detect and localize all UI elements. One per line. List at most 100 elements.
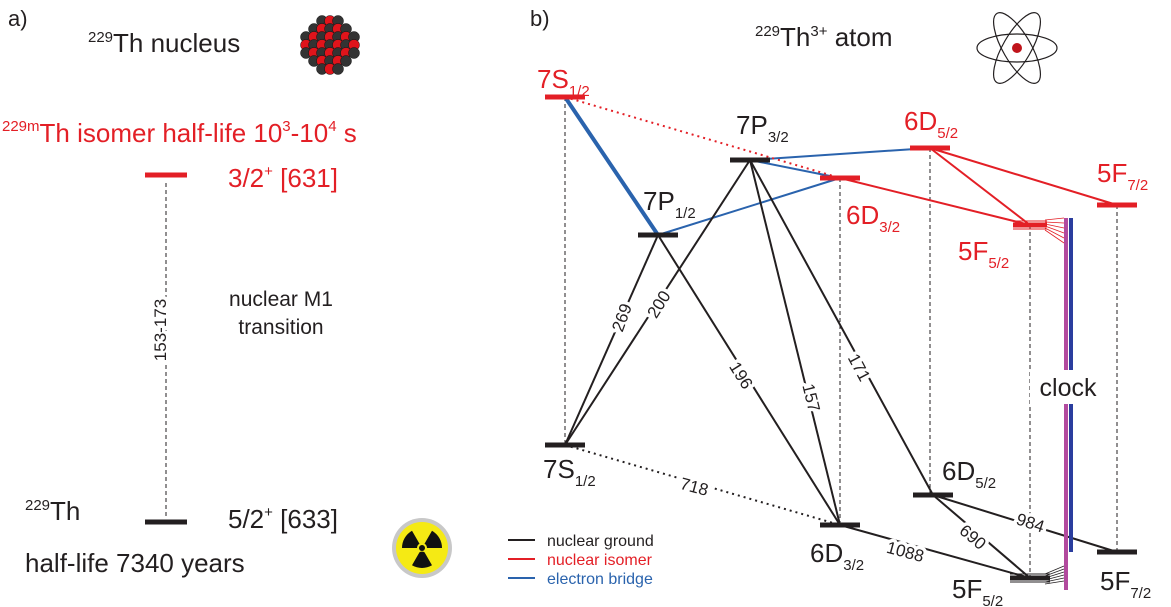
fan-line <box>1045 218 1064 220</box>
transition-line <box>750 160 840 178</box>
level-sub: 3/2 <box>843 557 864 574</box>
nucleus-title: 229Th nucleus <box>88 28 240 58</box>
transition-text: transition <box>238 316 323 339</box>
clock-label: clock <box>1040 374 1097 402</box>
text: 3/2 <box>228 163 264 193</box>
text: Th <box>780 22 810 52</box>
text: s <box>337 118 357 148</box>
levels: 7S1/27P1/27P3/26D3/26D5/25F5/25F7/27S1/2… <box>537 64 1151 607</box>
sup: 229m <box>2 118 40 135</box>
sup: 4 <box>328 118 336 135</box>
level-name: 5F <box>1100 566 1130 596</box>
level-label: 6D5/2 <box>942 456 996 492</box>
transition-line <box>750 148 930 160</box>
level-label: 7P3/2 <box>736 110 789 146</box>
wavelength-label: 984 <box>1014 510 1047 537</box>
sup: + <box>264 504 273 521</box>
transition-line <box>840 525 1030 578</box>
nucleon <box>333 64 344 75</box>
wavelength-label: 690 <box>956 521 990 554</box>
level-name: 7P <box>736 110 768 140</box>
level-name: 7S <box>537 64 569 94</box>
isomer-title: 229mTh isomer half-life 103-104 s <box>2 118 357 148</box>
level-name: 6D <box>846 200 879 230</box>
sup: 3+ <box>810 23 827 40</box>
panel-label: b) <box>530 6 550 31</box>
half-life: half-life 7340 years <box>25 548 245 578</box>
energy-label: 153-173 <box>151 299 170 361</box>
wavelength-label: 269 <box>608 301 636 334</box>
level-label: 6D5/2 <box>904 106 958 142</box>
sup: 3 <box>282 118 290 135</box>
transition-text: nuclear M1 <box>229 288 333 311</box>
transition-line <box>750 160 933 495</box>
nucleon <box>341 56 352 67</box>
transition-line <box>930 148 1117 205</box>
text: Th <box>50 496 80 526</box>
level-sub: 5/2 <box>937 125 958 142</box>
level-sub: 7/2 <box>1127 177 1148 194</box>
level-name: 5F <box>952 574 982 604</box>
legend-text: nuclear ground <box>547 533 654 550</box>
core <box>1012 43 1022 53</box>
wavelength-label: 1088 <box>885 538 926 566</box>
level-label: 6D3/2 <box>810 538 864 574</box>
level-sub: 3/2 <box>879 219 900 236</box>
level-name: 6D <box>810 538 843 568</box>
level-name: 5F <box>958 236 988 266</box>
sup: + <box>264 163 273 180</box>
level-label: 6D3/2 <box>846 200 900 236</box>
level-name: 6D <box>942 456 975 486</box>
atom-icon <box>977 6 1057 89</box>
level-label: 7S1/2 <box>543 454 596 490</box>
panel-label: a) <box>8 6 28 31</box>
wavelength-label: 718 <box>678 474 710 500</box>
level-label: 5F5/2 <box>952 574 1003 607</box>
blade-center <box>419 545 425 551</box>
level-sub: 1/2 <box>675 205 696 222</box>
level-sub: 5/2 <box>975 475 996 492</box>
text: Th isomer half-life 10 <box>40 118 283 148</box>
nucleon <box>349 48 360 59</box>
level-sub: 1/2 <box>569 83 590 100</box>
sup: 229 <box>88 29 113 46</box>
atom-title: 229Th3+ atom <box>755 22 893 52</box>
wavelength-label: 196 <box>725 358 756 392</box>
level-sub: 7/2 <box>1130 585 1151 602</box>
radiation-icon <box>392 518 452 578</box>
page: {"panel_a": {"label": "a)", "nucleus": {… <box>0 0 1171 607</box>
legend-text: nuclear isomer <box>547 552 653 569</box>
sup: 229 <box>25 497 50 514</box>
upper-state: 3/2+ [631] <box>228 163 338 193</box>
legend-text: electron bridge <box>547 571 653 588</box>
diagram: a) 229Th nucleus 229mTh isomer half-life… <box>0 0 1171 607</box>
fan-line <box>1045 222 1064 223</box>
level-sub: 5/2 <box>982 593 1003 607</box>
level-sub: 1/2 <box>575 473 596 490</box>
level-label: 5F7/2 <box>1097 158 1148 194</box>
text: Th nucleus <box>113 28 240 58</box>
transition-line <box>750 160 840 525</box>
wavelength-label: 157 <box>798 382 823 414</box>
ground-title: 229Th <box>25 496 80 526</box>
transition-line <box>565 97 840 178</box>
level-label: 5F5/2 <box>958 236 1009 272</box>
transition-line <box>565 235 658 445</box>
level-label: 5F7/2 <box>1100 566 1151 602</box>
level-name: 6D <box>904 106 937 136</box>
sup: 229 <box>755 23 780 40</box>
level-name: 7S <box>543 454 575 484</box>
level-name: 5F <box>1097 158 1127 188</box>
level-sub: 3/2 <box>768 129 789 146</box>
text: [631] <box>273 163 338 193</box>
legend: nuclear ground nuclear isomer electron b… <box>508 533 654 588</box>
level-label: 7P1/2 <box>643 186 696 222</box>
lower-state: 5/2+ [633] <box>228 504 338 534</box>
level-name: 7P <box>643 186 675 216</box>
nucleus-icon <box>301 16 360 75</box>
text: 5/2 <box>228 504 264 534</box>
text: [633] <box>273 504 338 534</box>
level-sub: 5/2 <box>988 255 1009 272</box>
text: -10 <box>291 118 329 148</box>
